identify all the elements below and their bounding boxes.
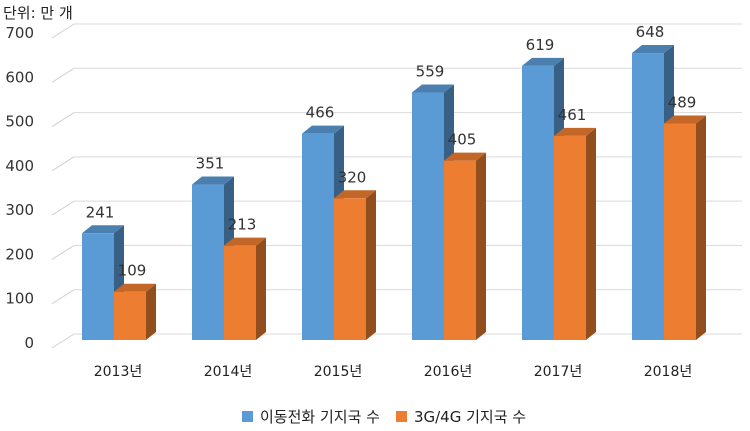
- bar-2-1: [334, 198, 366, 340]
- y-tick-label-2: 200: [5, 245, 34, 263]
- data-label-4-0: 619: [526, 36, 555, 54]
- bar-top-1-0: [192, 176, 234, 185]
- x-tick-label-1: 2014년: [204, 364, 253, 380]
- data-label-4-1: 461: [558, 106, 587, 124]
- bar-top-5-0: [632, 45, 674, 54]
- bar-top-0-1: [114, 283, 156, 292]
- bar-3-0: [412, 92, 444, 340]
- x-tick-label-2: 2015년: [314, 364, 363, 380]
- bar-1-1: [224, 245, 256, 340]
- y-tick-label-7: 700: [5, 24, 34, 42]
- legend-item-series-2: 3G/4G 기지국 수: [395, 406, 527, 427]
- data-label-0-1: 109: [118, 262, 147, 280]
- data-label-5-0: 648: [636, 23, 665, 41]
- bar-top-4-0: [522, 57, 564, 66]
- bar-top-4-1: [554, 127, 596, 136]
- data-label-3-1: 405: [448, 131, 477, 149]
- bar-0-0: [82, 233, 114, 340]
- gridline-slant-0: [51, 333, 75, 349]
- bar-0-1: [114, 291, 146, 340]
- data-label-5-1: 489: [668, 93, 697, 111]
- bar-top-5-1: [664, 115, 706, 124]
- data-label-1-0: 351: [196, 155, 225, 173]
- y-tick-label-5: 500: [5, 113, 34, 131]
- bar-5-1: [664, 123, 696, 340]
- data-label-0-0: 241: [86, 203, 115, 221]
- bar-top-2-1: [334, 190, 376, 199]
- y-tick-label-6: 600: [5, 68, 34, 86]
- bar-top-2-0: [302, 125, 344, 134]
- data-label-3-0: 559: [416, 62, 445, 80]
- x-tick-label-3: 2016년: [424, 364, 473, 380]
- y-tick-label-4: 400: [5, 157, 34, 175]
- data-label-1-1: 213: [228, 216, 257, 234]
- bar-4-0: [522, 65, 554, 340]
- y-tick-label-0: 0: [24, 334, 34, 352]
- gridline-slant-2: [51, 245, 75, 260]
- gridline-slant-6: [51, 67, 75, 83]
- legend-label-series-1: 이동전화 기지국 수: [260, 408, 380, 426]
- unit-label: 단위: 만 개: [3, 4, 73, 22]
- bar-side-3-1: [476, 152, 486, 340]
- bar-side-2-1: [366, 190, 376, 340]
- gridline-slant-7: [51, 23, 75, 39]
- bar-side-5-1: [696, 115, 706, 340]
- legend-item-series-1: 이동전화 기지국 수: [242, 406, 380, 427]
- bar-2-0: [302, 133, 334, 340]
- bar-top-3-1: [444, 152, 486, 161]
- gridline-slant-5: [51, 112, 75, 127]
- gridline-slant-1: [51, 289, 75, 305]
- bar-3-1: [444, 160, 476, 340]
- y-tick-label-1: 100: [5, 290, 34, 308]
- data-label-2-0: 466: [306, 104, 335, 122]
- bar-4-1: [554, 135, 586, 340]
- gridline-slant-4: [51, 156, 75, 172]
- x-tick-label-5: 2018년: [644, 364, 693, 380]
- legend-label-series-2: 3G/4G 기지국 수: [413, 408, 527, 426]
- bar-top-0-0: [82, 225, 124, 234]
- bar-top-3-0: [412, 84, 454, 93]
- bar-side-4-1: [586, 127, 596, 340]
- bar-side-1-1: [256, 237, 266, 340]
- bar-1-0: [192, 184, 224, 340]
- x-tick-label-0: 2013년: [94, 364, 143, 380]
- data-label-2-1: 320: [338, 168, 367, 186]
- x-tick-label-4: 2017년: [534, 364, 583, 380]
- legend: 이동전화 기지국 수 3G/4G 기지국 수: [242, 406, 542, 427]
- bar-top-1-1: [224, 237, 266, 246]
- bar-side-0-1: [146, 283, 156, 340]
- legend-swatch-series-2: [395, 411, 407, 422]
- y-tick-label-3: 300: [5, 201, 34, 219]
- gridline-slant-3: [51, 200, 75, 216]
- legend-swatch-series-1: [242, 411, 253, 422]
- bar-5-0: [632, 53, 664, 341]
